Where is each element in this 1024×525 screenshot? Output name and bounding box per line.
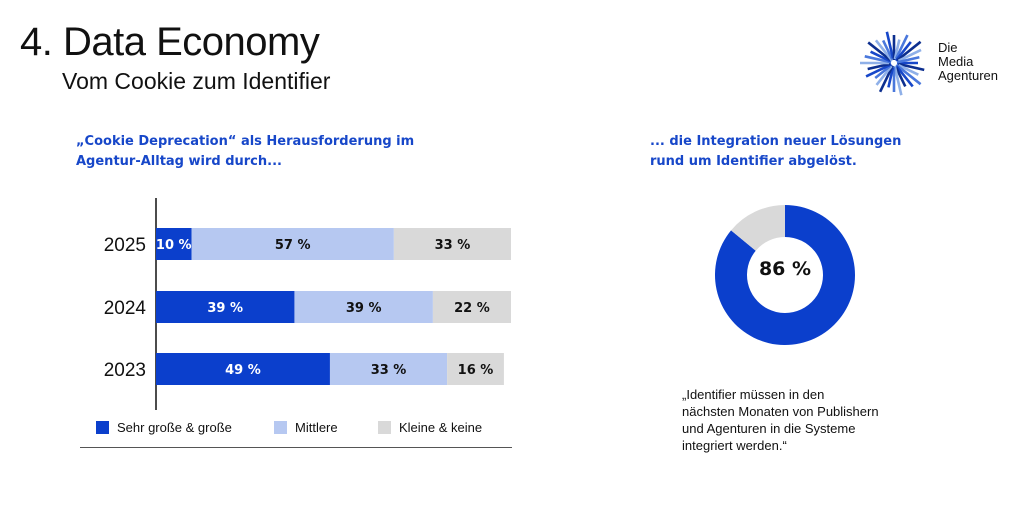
heading-line: Agentur-Alltag wird durch... [76, 154, 282, 169]
logo-ray [865, 63, 892, 78]
bar-segment [393, 228, 511, 260]
logo-ray [894, 34, 909, 60]
bar-segment [156, 228, 192, 260]
logo-ray [875, 65, 893, 86]
logo-ray [893, 65, 903, 96]
logo-ray [887, 67, 895, 88]
legend-swatch [378, 421, 391, 434]
legend-swatch [274, 421, 287, 434]
legend-swatch [96, 421, 109, 434]
logo-ray [896, 55, 920, 64]
legend-label: Kleine & keine [399, 420, 483, 435]
bar-data-label: 16 % [458, 363, 494, 378]
logo-ray [885, 31, 895, 59]
legend-item: Mittlere [274, 420, 338, 435]
logo-ray [881, 39, 894, 60]
quote-line: „Identifier müssen in den [682, 387, 825, 402]
bar-data-label: 39 % [207, 301, 243, 316]
starburst-logo-icon [860, 31, 925, 96]
bar-segment [191, 228, 394, 260]
bar-data-label: 10 % [156, 238, 192, 253]
brand-line: Die [938, 40, 958, 55]
logo-ray [870, 50, 891, 63]
donut-chart-heading: ... die Integration neuer Lösungen rund … [650, 132, 901, 172]
bar-data-label: 22 % [454, 301, 490, 316]
logo-ray [894, 66, 907, 87]
legend-divider [80, 447, 512, 448]
page-subtitle: Vom Cookie zum Identifier [62, 68, 331, 94]
heading-line: rund um Identifier abgelöst. [650, 154, 857, 169]
bar-segment [432, 291, 511, 323]
logo-ray [864, 55, 892, 64]
logo-ray [893, 39, 901, 60]
quote-line: und Agenturen in die Systeme [682, 421, 856, 436]
logo-ray [878, 65, 894, 93]
logo-ray [874, 65, 891, 79]
legend-label: Sehr große & große [117, 420, 232, 435]
year-tick-label: 2025 [104, 235, 146, 256]
bar-data-label: 33 % [435, 238, 471, 253]
stacked-bar-chart: 2025 10 % 57 % 33 % 2024 39 % 39 % 22 % 2023 49 %… [104, 198, 511, 410]
donut-chart [715, 205, 855, 345]
legend-label: Mittlere [295, 420, 338, 435]
bar-segment [156, 353, 330, 385]
donut-slice [715, 205, 855, 345]
logo-ray [896, 40, 922, 62]
logo-ray [897, 48, 922, 63]
bar-data-label: 33 % [371, 363, 407, 378]
bar-data-label: 39 % [346, 301, 382, 316]
quote-line: integriert werden.“ [682, 438, 787, 453]
donut-center-label: 86 % [758, 258, 812, 280]
logo-ray [897, 62, 925, 72]
bar-chart-heading: „Cookie Deprecation“ als Herausforderung… [76, 132, 414, 172]
logo-ray [895, 65, 914, 88]
donut-slice [731, 205, 785, 251]
bar-segment [294, 291, 433, 323]
bar-data-label: 57 % [275, 238, 311, 253]
heading-line: „Cookie Deprecation“ als Herausforderung… [76, 134, 415, 149]
bar-segment [329, 353, 448, 385]
bar-segment [447, 353, 504, 385]
logo-ray [895, 63, 922, 86]
logo-ray [874, 39, 894, 62]
brand-line: Media [938, 54, 974, 69]
legend-item: Sehr große & große [96, 420, 232, 435]
brand-wordmark: Die Media Agenturen [938, 41, 998, 83]
bar-segment [156, 291, 295, 323]
legend-item: Kleine & keine [378, 420, 482, 435]
page-title: 4. Data Economy [20, 20, 320, 64]
logo-ray [894, 41, 912, 62]
logo-ray [867, 41, 891, 61]
heading-line: ... die Integration neuer Lösungen [650, 134, 902, 149]
quote-line: nächsten Monaten von Publishern [682, 404, 879, 419]
bar-data-label: 49 % [225, 363, 261, 378]
chart-legend: Sehr große & große Mittlere Kleine & keine [96, 420, 516, 438]
logo-ray [897, 63, 919, 76]
logo-ray [867, 62, 891, 71]
year-tick-label: 2023 [104, 360, 146, 381]
brand-line: Agenturen [938, 68, 998, 83]
quote-text: „Identifier müssen in den nächsten Monat… [682, 386, 932, 454]
year-tick-label: 2024 [104, 298, 147, 319]
